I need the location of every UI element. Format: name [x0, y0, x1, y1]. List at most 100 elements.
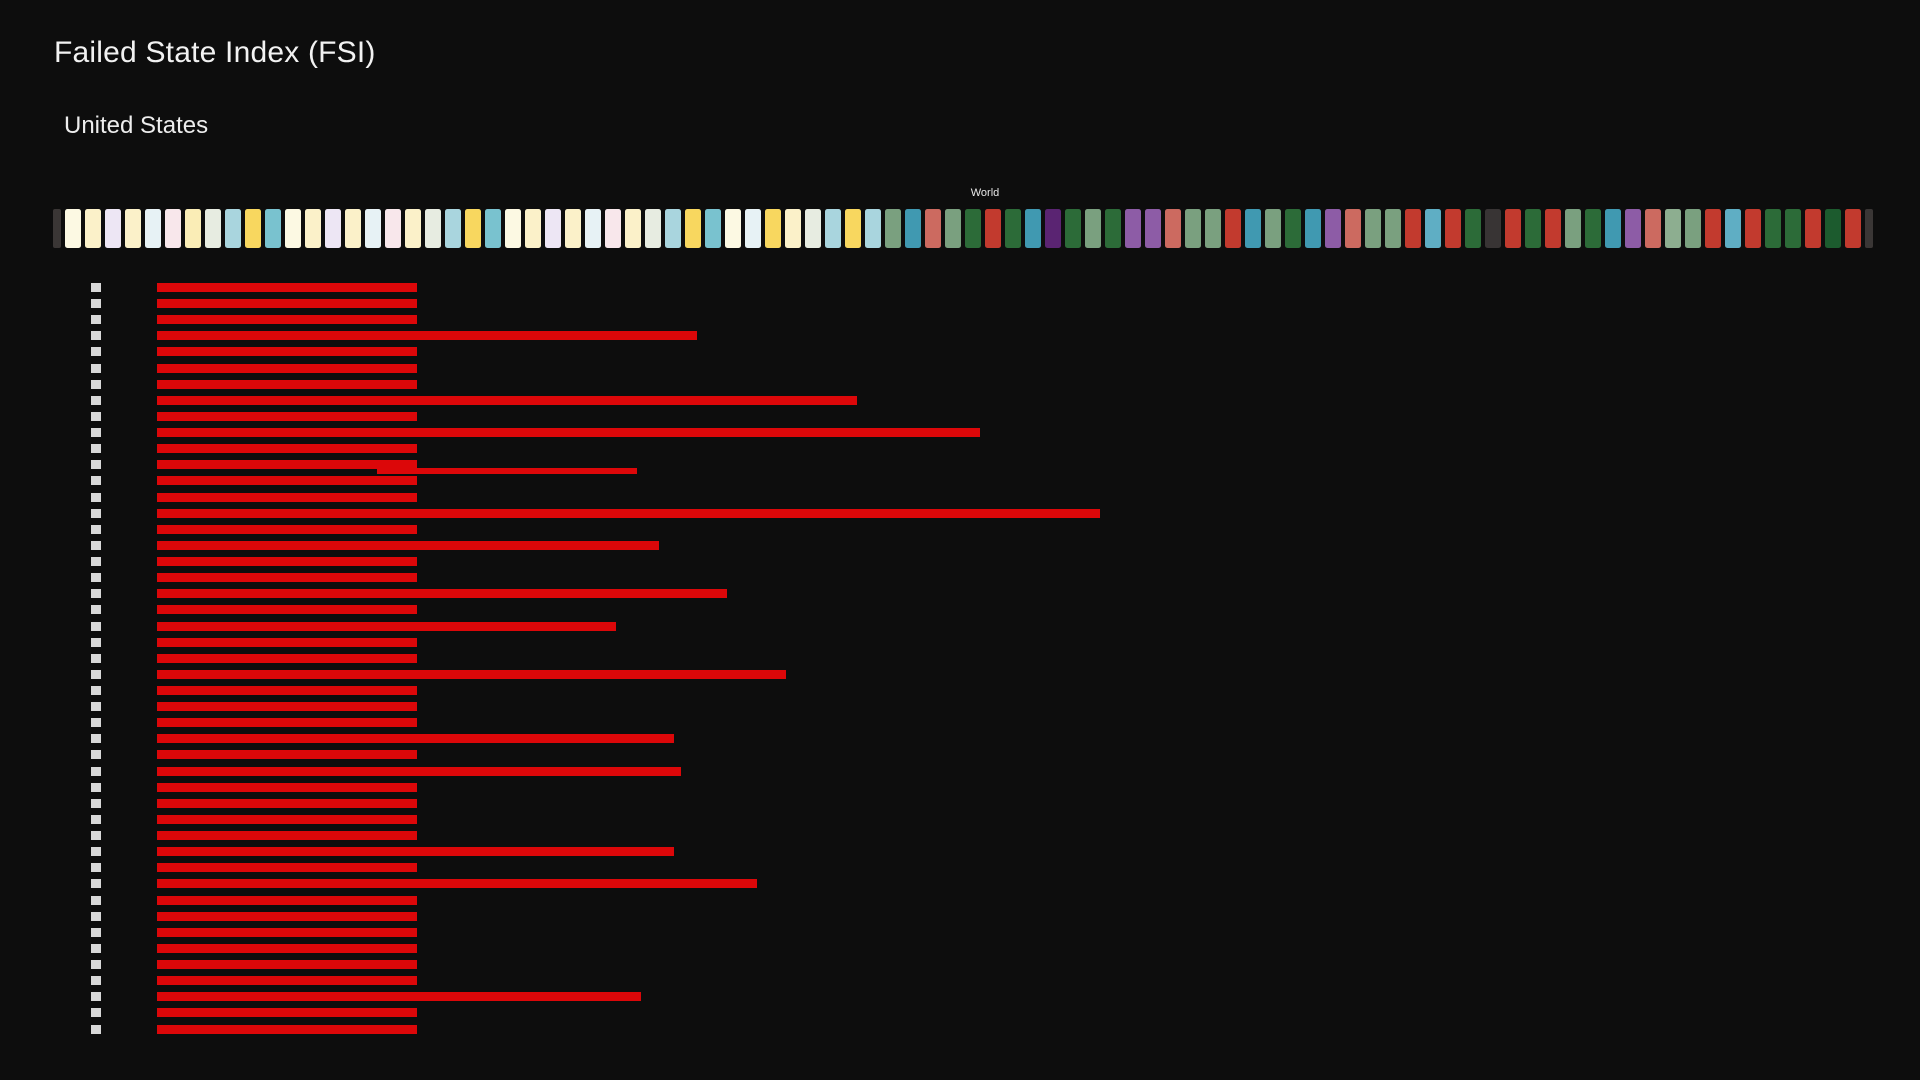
- country-tile[interactable]: [1685, 209, 1701, 248]
- country-tile[interactable]: [425, 209, 441, 248]
- country-tile[interactable]: [1145, 209, 1161, 248]
- country-tile[interactable]: [985, 209, 1001, 248]
- country-tile[interactable]: [885, 209, 901, 248]
- country-tile[interactable]: [1765, 209, 1781, 248]
- country-tile[interactable]: [1525, 209, 1541, 248]
- country-tile[interactable]: [765, 209, 781, 248]
- country-tile[interactable]: [145, 209, 161, 248]
- country-tile[interactable]: [1625, 209, 1641, 248]
- country-tile[interactable]: [1505, 209, 1521, 248]
- row-marker-square: [91, 1024, 101, 1034]
- country-tile[interactable]: [325, 209, 341, 248]
- country-tile[interactable]: [65, 209, 81, 248]
- country-tile[interactable]: [1445, 209, 1461, 248]
- country-tile[interactable]: [825, 209, 841, 248]
- fsi-bar: [157, 686, 417, 695]
- country-tile[interactable]: [345, 209, 361, 248]
- country-tile[interactable]: [1285, 209, 1301, 248]
- country-tile[interactable]: [465, 209, 481, 248]
- country-tile[interactable]: [1485, 209, 1501, 248]
- country-tile[interactable]: [1365, 209, 1381, 248]
- country-tile[interactable]: [1105, 209, 1121, 248]
- country-tile[interactable]: [1165, 209, 1181, 248]
- country-tile[interactable]: [445, 209, 461, 248]
- country-tile[interactable]: [1785, 209, 1801, 248]
- country-tile[interactable]: [1205, 209, 1221, 248]
- country-tile[interactable]: [125, 209, 141, 248]
- country-tile[interactable]: [1225, 209, 1241, 248]
- country-tile[interactable]: [665, 209, 681, 248]
- country-tile[interactable]: [385, 209, 401, 248]
- country-tile[interactable]: [485, 209, 501, 248]
- country-tile[interactable]: [1345, 209, 1361, 248]
- country-tile[interactable]: [1545, 209, 1561, 248]
- country-tile[interactable]: [505, 209, 521, 248]
- country-tile[interactable]: [625, 209, 641, 248]
- country-tile[interactable]: [1325, 209, 1341, 248]
- country-tile[interactable]: [1305, 209, 1321, 248]
- country-tile[interactable]: [1605, 209, 1621, 248]
- country-tile[interactable]: [1805, 209, 1821, 248]
- country-tile[interactable]: [1185, 209, 1201, 248]
- fsi-bar: [157, 927, 417, 937]
- country-tile[interactable]: [1825, 209, 1841, 248]
- country-tile[interactable]: [1665, 209, 1681, 248]
- country-tile[interactable]: [905, 209, 921, 248]
- country-tile[interactable]: [785, 209, 801, 248]
- country-tile[interactable]: [85, 209, 101, 248]
- country-tile[interactable]: [925, 209, 941, 248]
- country-tile[interactable]: [725, 209, 741, 248]
- country-tile[interactable]: [965, 209, 981, 248]
- country-tile[interactable]: [405, 209, 421, 248]
- country-tile[interactable]: [705, 209, 721, 248]
- country-tile[interactable]: [1645, 209, 1661, 248]
- country-tile[interactable]: [1245, 209, 1261, 248]
- country-tile[interactable]: [105, 209, 121, 248]
- country-tile[interactable]: [265, 209, 281, 248]
- country-tile[interactable]: [645, 209, 661, 248]
- row-marker-square: [91, 428, 101, 438]
- country-tile[interactable]: [225, 209, 241, 248]
- country-tile[interactable]: [365, 209, 381, 248]
- country-tile[interactable]: [745, 209, 761, 248]
- country-tile[interactable]: [1725, 209, 1741, 248]
- fsi-bar: [157, 347, 417, 357]
- country-tile[interactable]: [1845, 209, 1861, 248]
- country-tile[interactable]: [1045, 209, 1061, 248]
- fsi-bar: [157, 573, 417, 583]
- country-tile[interactable]: [525, 209, 541, 248]
- country-tile[interactable]: [685, 209, 701, 248]
- country-tile[interactable]: [845, 209, 861, 248]
- country-tile[interactable]: [1065, 209, 1081, 248]
- country-tile[interactable]: [1085, 209, 1101, 248]
- country-tile[interactable]: [1385, 209, 1401, 248]
- country-tile[interactable]: [1405, 209, 1421, 248]
- country-tile[interactable]: [1005, 209, 1021, 248]
- country-tile[interactable]: [305, 209, 321, 248]
- country-tile[interactable]: [565, 209, 581, 248]
- country-tile[interactable]: [1125, 209, 1141, 248]
- country-tile[interactable]: [865, 209, 881, 248]
- fsi-bar: [157, 508, 1100, 518]
- country-tile[interactable]: [605, 209, 621, 248]
- country-tile[interactable]: [205, 209, 221, 248]
- country-tile[interactable]: [545, 209, 561, 248]
- country-tile[interactable]: [1705, 209, 1721, 248]
- fsi-bar: [157, 1024, 417, 1034]
- country-tile[interactable]: [1465, 209, 1481, 248]
- country-tile[interactable]: [285, 209, 301, 248]
- country-tile[interactable]: [185, 209, 201, 248]
- country-tile[interactable]: [1745, 209, 1761, 248]
- country-tile[interactable]: [1265, 209, 1281, 248]
- country-tile[interactable]: [245, 209, 261, 248]
- country-tile[interactable]: [585, 209, 601, 248]
- country-tile[interactable]: [805, 209, 821, 248]
- country-tile[interactable]: [1025, 209, 1041, 248]
- fsi-bar: [157, 669, 786, 679]
- country-tile[interactable]: [1565, 209, 1581, 248]
- country-tile[interactable]: [1585, 209, 1601, 248]
- country-tile[interactable]: [945, 209, 961, 248]
- country-tile[interactable]: [1425, 209, 1441, 248]
- country-tile[interactable]: [165, 209, 181, 248]
